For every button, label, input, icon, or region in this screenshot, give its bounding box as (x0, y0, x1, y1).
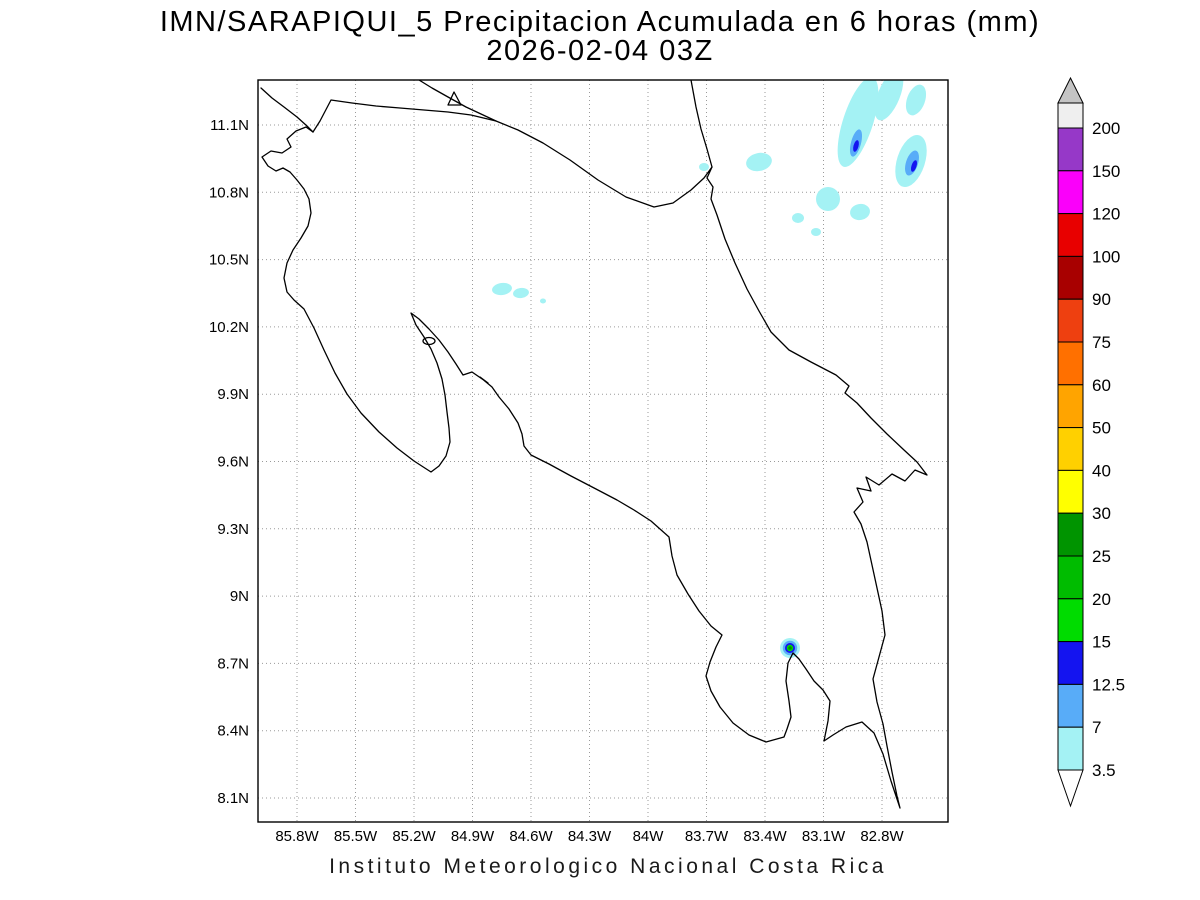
lon-tick-label: 84.6W (509, 828, 553, 845)
colorbar-arrow-top (1057, 76, 1084, 104)
colorbar-segment (1057, 298, 1084, 343)
colorbar-segment (1057, 469, 1084, 514)
coastlines (260, 80, 928, 809)
colorbar-segment (1057, 555, 1084, 600)
precip-patch (905, 84, 927, 116)
colorbar-segment (1057, 598, 1084, 643)
lon-tick-label: 84.9W (451, 828, 495, 845)
precip-patch (850, 203, 870, 221)
colorbar-label: 200 (1092, 119, 1120, 138)
colorbar-label: 120 (1092, 205, 1120, 224)
lat-tick-label: 9N (230, 588, 249, 605)
precip-patch (910, 160, 918, 172)
precip-patch (492, 282, 512, 296)
colorbar-label: 75 (1092, 333, 1111, 352)
lon-tick-label: 83.1W (802, 828, 846, 845)
colorbar-segment (1057, 683, 1084, 728)
lon-tick-labels: 85.8W 85.5W 85.2W 84.9W 84.6W 84.3W 84W 83.7W 83… (275, 828, 904, 845)
lon-tick-label: 83.7W (685, 828, 729, 845)
map-gridlines (258, 80, 948, 822)
precip-patch (746, 152, 772, 172)
colorbar-segment (1057, 512, 1084, 557)
colorbar-segment (1057, 726, 1084, 771)
lon-tick-label: 84.3W (568, 828, 612, 845)
colorbar-label: 15 (1092, 633, 1111, 652)
colorbar: 200 150 120 100 90 75 60 50 40 30 25 20 15 12.5 7 3.5 (1057, 76, 1125, 808)
colorbar-label: 100 (1092, 247, 1120, 266)
colorbar-segment (1057, 641, 1084, 685)
colorbar-segment (1057, 170, 1084, 215)
nicaragua-pacific-coast (260, 87, 314, 133)
precip-shading (492, 80, 927, 658)
colorbar-label: 7 (1092, 718, 1101, 737)
colorbar-label: 25 (1092, 547, 1111, 566)
colorbar-label: 20 (1092, 590, 1111, 609)
chart-title: IMN/SARAPIQUI_5 Precipitacion Acumulada … (160, 6, 1040, 38)
colorbar-label: 40 (1092, 461, 1111, 480)
colorbar-segment-over (1057, 102, 1084, 129)
lat-tick-label: 10.2N (209, 319, 249, 336)
lat-tick-label: 10.5N (209, 252, 249, 269)
map-frame (257, 79, 949, 823)
nicaragua-caribbean-coast (690, 80, 713, 168)
lat-tick-labels: 11.1N 10.8N 10.5N 10.2N 9.9N 9.6N 9.3N 9N 8.7N 8.… (209, 117, 249, 807)
lon-tick-label: 82.8W (860, 828, 904, 845)
lake-island (447, 91, 462, 106)
colorbar-segment (1057, 341, 1084, 386)
precip-patch (837, 80, 879, 167)
colorbar-segment (1057, 213, 1084, 257)
precip-patch (788, 646, 792, 650)
lat-tick-label: 10.8N (209, 184, 249, 201)
precip-patch (699, 163, 709, 171)
colorbar-label: 3.5 (1092, 761, 1116, 780)
costa-rica-coastline (261, 99, 928, 809)
lat-tick-label: 9.9N (217, 386, 249, 403)
lake-nicaragua-shore (418, 80, 497, 122)
precip-patch (792, 213, 804, 223)
colorbar-segment (1057, 127, 1084, 172)
colorbar-segment (1057, 255, 1084, 300)
precip-patch (540, 298, 546, 304)
colorbar-label: 150 (1092, 162, 1120, 181)
lat-tick-label: 9.6N (217, 454, 249, 471)
lat-tick-label: 8.1N (217, 790, 249, 807)
footer-caption: Instituto Meteorologico Nacional Costa R… (329, 855, 887, 878)
colorbar-label: 12.5 (1092, 675, 1125, 694)
lat-tick-label: 8.7N (217, 655, 249, 672)
precip-patch (853, 140, 859, 152)
lon-tick-label: 84W (633, 828, 665, 845)
lon-tick-label: 83.4W (743, 828, 787, 845)
lon-tick-label: 85.8W (275, 828, 319, 845)
colorbar-label: 50 (1092, 419, 1111, 438)
precip-patch (816, 187, 840, 211)
lat-tick-label: 9.3N (217, 521, 249, 538)
colorbar-label: 30 (1092, 504, 1111, 523)
colorbar-segment (1057, 427, 1084, 471)
colorbar-label: 60 (1092, 376, 1111, 395)
precip-patch (874, 80, 904, 121)
colorbar-label: 90 (1092, 290, 1111, 309)
lat-tick-label: 11.1N (210, 117, 249, 134)
gulf-island (422, 336, 436, 346)
chart-subtitle: 2026-02-04 03Z (486, 35, 713, 67)
precip-patch (811, 228, 821, 236)
precip-patch (513, 287, 529, 299)
colorbar-segment (1057, 384, 1084, 429)
lon-tick-label: 85.2W (392, 828, 436, 845)
lon-tick-label: 85.5W (334, 828, 378, 845)
precip-patch (905, 150, 919, 176)
colorbar-arrow-bottom (1057, 769, 1084, 808)
lat-tick-label: 8.4N (217, 723, 249, 740)
